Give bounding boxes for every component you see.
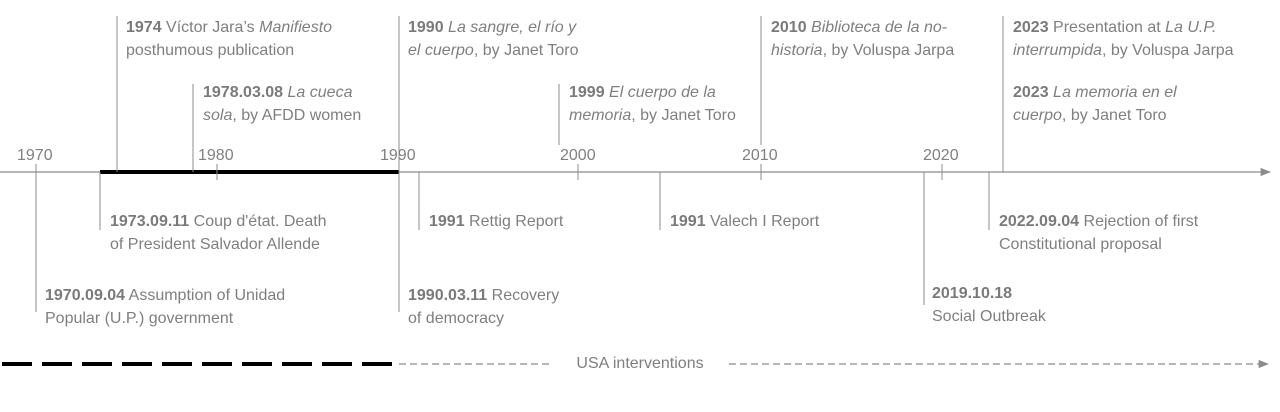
event-2010-biblioteca: 2010 Biblioteca de la no- historia, by V… <box>771 19 955 59</box>
event-2022-rejection: 2022.09.04 Rejection of first Constituti… <box>999 213 1199 253</box>
year-label-2010: 2010 <box>742 147 778 164</box>
year-label-2020: 2020 <box>923 147 959 164</box>
event-1978-la-cueca-sola: 1978.03.08 La cueca sola, by AFDD women <box>203 84 362 124</box>
event-2023-up-interrumpida: 2023 Presentation at La U.P. interrumpid… <box>1013 19 1234 59</box>
event-1990-recovery-democracy: 1990.03.11 Recovery of democracy <box>408 287 560 327</box>
year-label-1990: 1990 <box>380 147 416 164</box>
year-label-1980: 1980 <box>198 147 234 164</box>
event-2019-social-outbreak: 2019.10.18 Social Outbreak <box>932 285 1046 325</box>
event-1999-el-cuerpo-de-la-memoria: 1999 El cuerpo de la memoria, by Janet T… <box>569 84 736 124</box>
year-label-1970: 1970 <box>17 147 53 164</box>
event-1991-rettig-report: 1991 Rettig Report <box>429 213 564 230</box>
year-label-2000: 2000 <box>560 147 596 164</box>
usa-interventions-label: USA interventions <box>553 353 727 375</box>
event-1973-coup: 1973.09.11 Coup d'état. Death of Preside… <box>110 213 327 253</box>
event-1974-manifiesto: 1974 Víctor Jara’s Manifiesto posthumous… <box>126 19 333 59</box>
event-1990-la-sangre: 1990 La sangre, el río y el cuerpo, by J… <box>408 19 579 59</box>
event-2023-la-memoria-en-el-cuerpo: 2023 La memoria en el cuerpo, by Janet T… <box>1013 84 1177 124</box>
event-1991-valech-report: 1991 Valech I Report <box>670 213 820 230</box>
event-1970-unidad-popular: 1970.09.04 Assumption of Unidad Popular … <box>45 287 286 327</box>
